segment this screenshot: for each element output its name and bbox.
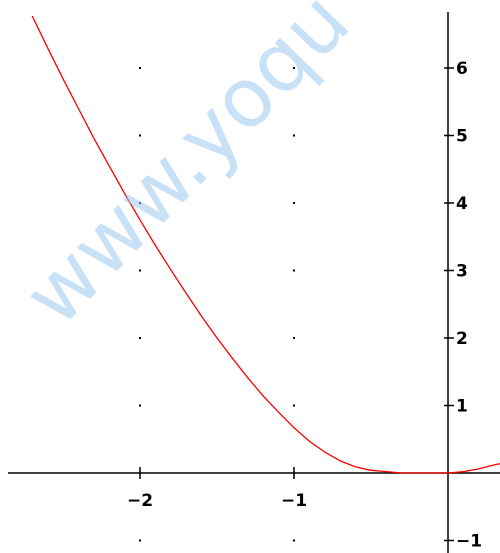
- y-tick-label: −1: [456, 532, 482, 552]
- grid-dot: [139, 404, 141, 407]
- grid-dot: [293, 269, 295, 272]
- grid-dot: [139, 269, 141, 272]
- y-tick-label: 5: [456, 127, 468, 147]
- x-tick-label: −1: [281, 491, 307, 511]
- y-tick-label: 3: [456, 262, 468, 282]
- y-tick-label: 4: [456, 194, 468, 214]
- grid-dot: [139, 337, 141, 339]
- y-tick-label: 6: [456, 59, 468, 79]
- y-axis-ticks: 6 5 4 3 2 1 −1: [444, 59, 482, 552]
- grid-dot: [139, 202, 141, 204]
- x-tick-label: −2: [127, 491, 153, 511]
- grid-dot: [293, 337, 295, 339]
- x-axis-ticks: −2 −1: [127, 467, 307, 511]
- grid-dot: [139, 67, 141, 69]
- grid-dot: [293, 134, 295, 137]
- grid-dot: [139, 539, 141, 542]
- y-tick-label: 1: [456, 397, 468, 417]
- grid-dot: [139, 134, 141, 137]
- y-tick-label: 2: [456, 329, 468, 349]
- grid-dots: [139, 67, 295, 542]
- function-curve: [31, 15, 500, 474]
- grid-dot: [293, 539, 295, 542]
- watermark-text: www.yoqu: [6, 0, 368, 344]
- grid-dot: [293, 67, 295, 69]
- grid-dot: [293, 202, 295, 204]
- grid-dot: [293, 404, 295, 407]
